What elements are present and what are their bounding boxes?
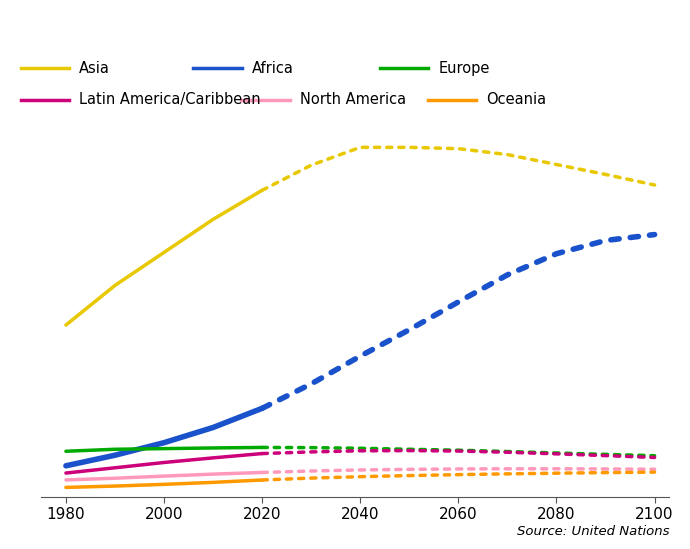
Text: Oceania: Oceania	[486, 92, 546, 107]
Text: Europe: Europe	[438, 61, 489, 76]
Text: Africa: Africa	[252, 61, 294, 76]
Text: Source: United Nations: Source: United Nations	[517, 525, 669, 538]
Text: Latin America/Caribbean: Latin America/Caribbean	[79, 92, 261, 107]
Text: Asia: Asia	[79, 61, 110, 76]
Text: World Population Trends from 2020 to 2100: World Population Trends from 2020 to 210…	[12, 13, 509, 32]
Text: North America: North America	[300, 92, 406, 107]
